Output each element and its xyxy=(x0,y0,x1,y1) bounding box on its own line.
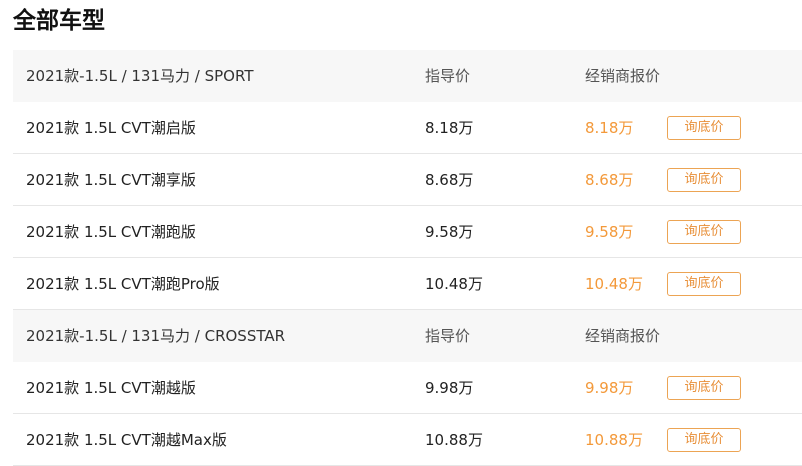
table-row: 2021款 1.5L CVT潮跑版 9.58万 9.58万 询底价 xyxy=(13,206,802,258)
model-name[interactable]: 2021款 1.5L CVT潮启版 xyxy=(26,119,196,137)
table-row: 2021款 1.5L CVT潮跑Pro版 10.48万 10.48万 询底价 xyxy=(13,258,802,310)
table-row: 2021款 1.5L CVT潮越版 9.98万 9.98万 询底价 xyxy=(13,362,802,414)
dealer-price: 8.68万 xyxy=(585,171,634,189)
guide-price-header: 指导价 xyxy=(425,327,471,345)
ask-price-button[interactable]: 询底价 xyxy=(667,428,741,452)
table-row: 2021款 1.5L CVT潮享版 8.68万 8.68万 询底价 xyxy=(13,154,802,206)
model-name[interactable]: 2021款 1.5L CVT潮越Max版 xyxy=(26,431,227,449)
ask-price-button[interactable]: 询底价 xyxy=(667,168,741,192)
dealer-price: 10.88万 xyxy=(585,431,643,449)
dealer-price: 9.58万 xyxy=(585,223,634,241)
model-name[interactable]: 2021款 1.5L CVT潮享版 xyxy=(26,171,196,189)
ask-price-button[interactable]: 询底价 xyxy=(667,272,741,296)
model-name[interactable]: 2021款 1.5L CVT潮跑Pro版 xyxy=(26,275,220,293)
guide-price: 8.68万 xyxy=(425,171,474,189)
ask-price-button[interactable]: 询底价 xyxy=(667,376,741,400)
dealer-price-header: 经销商报价 xyxy=(585,67,661,85)
group-name: 2021款-1.5L / 131马力 / SPORT xyxy=(26,67,254,85)
dealer-price: 8.18万 xyxy=(585,119,634,137)
ask-price-button[interactable]: 询底价 xyxy=(667,220,741,244)
table-row: 2021款 1.5L CVT潮启版 8.18万 8.18万 询底价 xyxy=(13,102,802,154)
dealer-price: 10.48万 xyxy=(585,275,643,293)
table-row: 2021款 1.5L CVT潮越Max版 10.88万 10.88万 询底价 xyxy=(13,414,802,466)
model-table: 2021款-1.5L / 131马力 / SPORT 指导价 经销商报价 2021款 … xyxy=(13,50,802,466)
ask-price-button[interactable]: 询底价 xyxy=(667,116,741,140)
guide-price: 10.88万 xyxy=(425,431,483,449)
guide-price: 10.48万 xyxy=(425,275,483,293)
guide-price: 9.58万 xyxy=(425,223,474,241)
group-header: 2021款-1.5L / 131马力 / SPORT 指导价 经销商报价 xyxy=(13,50,802,102)
dealer-price: 9.98万 xyxy=(585,379,634,397)
group-header: 2021款-1.5L / 131马力 / CROSSTAR 指导价 经销商报价 xyxy=(13,310,802,362)
model-name[interactable]: 2021款 1.5L CVT潮越版 xyxy=(26,379,196,397)
group-name: 2021款-1.5L / 131马力 / CROSSTAR xyxy=(26,327,286,345)
guide-price: 8.18万 xyxy=(425,119,474,137)
page-title: 全部车型 xyxy=(13,8,105,34)
guide-price: 9.98万 xyxy=(425,379,474,397)
guide-price-header: 指导价 xyxy=(425,67,471,85)
model-name[interactable]: 2021款 1.5L CVT潮跑版 xyxy=(26,223,196,241)
dealer-price-header: 经销商报价 xyxy=(585,327,661,345)
